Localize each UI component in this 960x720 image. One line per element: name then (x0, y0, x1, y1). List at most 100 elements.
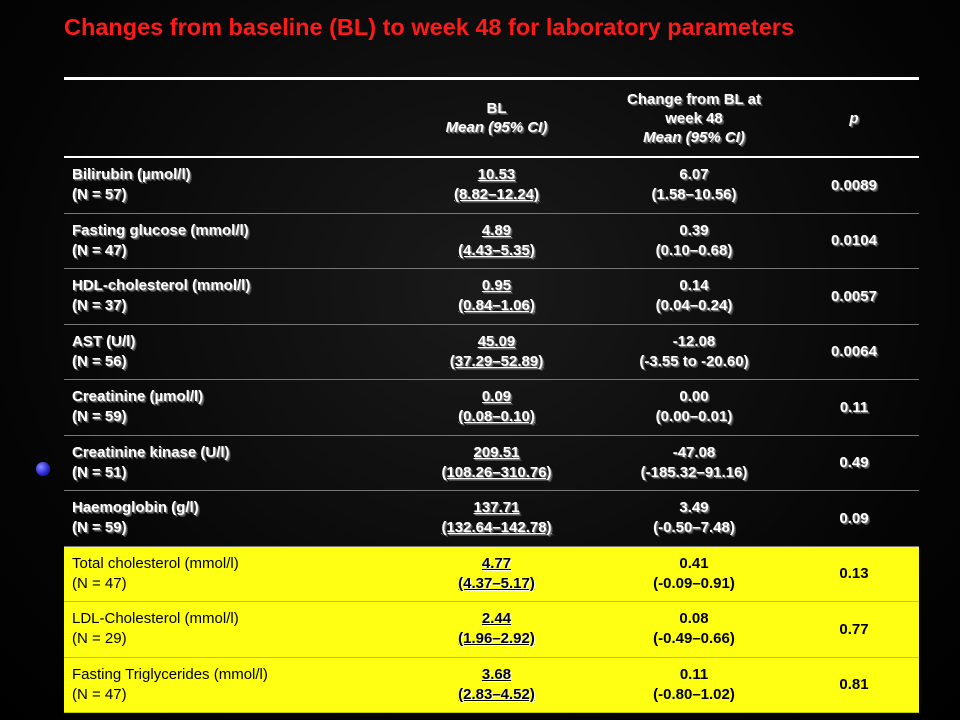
baseline-cell: 137.71 (132.64–142.78) (394, 490, 599, 547)
change-cell: 6.07 (1.58–10.56) (599, 157, 789, 214)
baseline-mean: 0.95 (481, 277, 512, 295)
table-row: HDL-cholesterol (mmol/l) (N = 37) 0.95 (0.8… (64, 268, 919, 325)
header-baseline-subtitle: Mean (95% CI) (445, 119, 548, 136)
parameter-cell: Fasting Triglycerides (mmol/l) (N = 47) (64, 657, 394, 713)
change-mean: -12.08 (672, 332, 716, 350)
baseline-ci: (0.84–1.06) (458, 297, 535, 315)
parameter-cell: LDL-Cholesterol (mmol/l) (N = 29) (64, 601, 394, 658)
parameter-cell: HDL-cholesterol (mmol/l) (N = 37) (64, 268, 394, 325)
baseline-mean: 2.44 (481, 610, 512, 628)
parameter-cell: Total cholesterol (mmol/l) (N = 47) (64, 546, 394, 602)
header-change: Change from BL at week 48 Mean (95% CI) (599, 77, 789, 158)
change-cell: 0.39 (0.10–0.68) (599, 213, 789, 269)
change-cell: 3.49 (-0.50–7.48) (599, 490, 789, 547)
change-mean: 0.39 (679, 221, 709, 239)
sample-size: (N = 47) (72, 685, 127, 703)
parameter-cell: Creatinine (µmol/l) (N = 59) (64, 379, 394, 436)
parameter-name: Fasting Triglycerides (mmol/l) (72, 665, 268, 683)
baseline-cell: 3.68 (2.83–4.52) (394, 657, 599, 713)
header-baseline-label: BL (486, 100, 507, 117)
baseline-ci: (108.26–310.76) (441, 463, 552, 481)
baseline-mean: 4.89 (481, 221, 512, 239)
baseline-mean: 3.68 (481, 665, 512, 683)
p-value-cell: 0.49 (789, 435, 919, 491)
parameter-cell: Creatinine kinase (U/l) (N = 51) (64, 435, 394, 491)
table-row: Total cholesterol (mmol/l) (N = 47) 4.77 (4… (64, 546, 919, 602)
baseline-cell: 0.09 (0.08–0.10) (394, 379, 599, 436)
change-cell: -12.08 (-3.55 to -20.60) (599, 324, 789, 380)
sample-size: (N = 59) (72, 519, 127, 537)
change-mean: 6.07 (679, 166, 709, 184)
change-mean: 0.11 (679, 665, 709, 683)
change-mean: 0.41 (679, 554, 709, 572)
sample-size: (N = 47) (72, 574, 127, 592)
change-ci: (1.58–10.56) (651, 186, 737, 204)
baseline-ci: (132.64–142.78) (441, 519, 552, 537)
change-mean: 0.00 (679, 388, 709, 406)
change-mean: 0.08 (679, 610, 709, 628)
baseline-ci: (1.96–2.92) (458, 630, 535, 648)
change-ci: (0.10–0.68) (655, 241, 733, 259)
table-row: Fasting Triglycerides (mmol/l) (N = 47) 3.… (64, 657, 919, 713)
parameter-name: Bilirubin (µmol/l) (72, 166, 191, 184)
table-row: LDL-Cholesterol (mmol/l) (N = 29) 2.44 (1.9… (64, 601, 919, 658)
parameter-name: Creatinine kinase (U/l) (72, 443, 230, 461)
parameter-name: Total cholesterol (mmol/l) (72, 554, 239, 572)
parameter-cell: Bilirubin (µmol/l) (N = 57) (64, 157, 394, 214)
parameter-name: LDL-Cholesterol (mmol/l) (72, 610, 239, 628)
table-row: Creatinine kinase (U/l) (N = 51) 209.51 (10… (64, 435, 919, 491)
p-value-cell: 0.77 (789, 601, 919, 658)
baseline-cell: 209.51 (108.26–310.76) (394, 435, 599, 491)
change-mean: -47.08 (672, 443, 716, 461)
parameter-name: Creatinine (µmol/l) (72, 388, 204, 406)
sample-size: (N = 29) (72, 630, 127, 648)
baseline-ci: (4.37–5.17) (458, 574, 535, 592)
table-row: Creatinine (µmol/l) (N = 59) 0.09 (0.08–0.1… (64, 379, 919, 436)
p-value-cell: 0.11 (789, 379, 919, 436)
baseline-mean: 209.51 (473, 443, 520, 461)
baseline-cell: 0.95 (0.84–1.06) (394, 268, 599, 325)
change-cell: -47.08 (-185.32–91.16) (599, 435, 789, 491)
change-ci: (-0.09–0.91) (653, 574, 735, 592)
baseline-ci: (8.82–12.24) (453, 186, 540, 204)
table-row: Bilirubin (µmol/l) (N = 57) 10.53 (8.82–12.… (64, 157, 919, 214)
sample-size: (N = 51) (72, 463, 127, 481)
change-ci: (-185.32–91.16) (640, 463, 748, 481)
parameter-name: AST (U/l) (72, 332, 136, 350)
change-ci: (-0.50–7.48) (653, 519, 735, 537)
header-parameter (64, 77, 394, 158)
parameter-name: Fasting glucose (mmol/l) (72, 221, 249, 239)
baseline-cell: 4.77 (4.37–5.17) (394, 546, 599, 602)
table-row: AST (U/l) (N = 56) 45.09 (37.29–52.89) -12.0… (64, 324, 919, 380)
p-value-cell: 0.09 (789, 490, 919, 547)
change-cell: 0.41 (-0.09–0.91) (599, 546, 789, 602)
slide-title: Changes from baseline (BL) to week 48 fo… (64, 14, 795, 40)
parameter-name: Haemoglobin (g/l) (72, 499, 199, 517)
parameter-cell: Fasting glucose (mmol/l) (N = 47) (64, 213, 394, 269)
table-row: Haemoglobin (g/l) (N = 59) 137.71 (132.64–1… (64, 490, 919, 547)
baseline-cell: 10.53 (8.82–12.24) (394, 157, 599, 214)
parameter-name: HDL-cholesterol (mmol/l) (72, 277, 251, 295)
change-ci: (-3.55 to -20.60) (639, 352, 749, 370)
header-change-subtitle: Mean (95% CI) (643, 128, 745, 146)
table-row: Fasting glucose (mmol/l) (N = 47) 4.89 (4.4… (64, 213, 919, 269)
p-value-cell: 0.0104 (789, 213, 919, 269)
p-value-cell: 0.13 (789, 546, 919, 602)
baseline-mean: 0.09 (481, 388, 512, 406)
header-change-line2: week 48 (665, 109, 723, 127)
lab-parameters-table: BL Mean (95% CI) Change from BL at week … (64, 77, 919, 713)
change-cell: 0.00 (0.00–0.01) (599, 379, 789, 436)
header-baseline: BL Mean (95% CI) (394, 77, 599, 158)
change-cell: 0.14 (0.04–0.24) (599, 268, 789, 325)
change-ci: (0.00–0.01) (655, 408, 733, 426)
change-ci: (0.04–0.24) (655, 297, 733, 315)
change-cell: 0.08 (-0.49–0.66) (599, 601, 789, 658)
parameter-cell: AST (U/l) (N = 56) (64, 324, 394, 380)
baseline-ci: (4.43–5.35) (458, 241, 535, 259)
baseline-cell: 4.89 (4.43–5.35) (394, 213, 599, 269)
parameter-cell: Haemoglobin (g/l) (N = 59) (64, 490, 394, 547)
baseline-cell: 45.09 (37.29–52.89) (394, 324, 599, 380)
baseline-mean: 137.71 (473, 499, 520, 517)
sample-size: (N = 57) (72, 186, 127, 204)
p-value-cell: 0.0057 (789, 268, 919, 325)
